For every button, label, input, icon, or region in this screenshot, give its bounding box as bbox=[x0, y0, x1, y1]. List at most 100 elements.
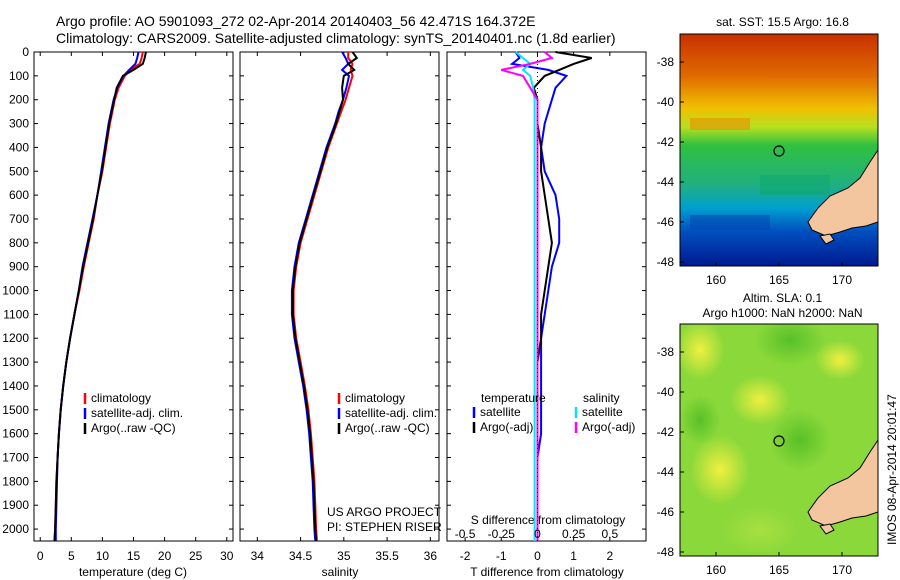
x-tick-label: 30 bbox=[220, 549, 234, 563]
map-lat-label: -42 bbox=[657, 425, 675, 439]
x-tick-label-salinity: 0.25 bbox=[562, 527, 586, 541]
figure-title-line1: Argo profile: AO 5901093_272 02-Apr-2014… bbox=[56, 13, 536, 29]
difference-panel: T difference from climatology S differen… bbox=[446, 51, 647, 579]
depth-tick-label: 1000 bbox=[2, 284, 29, 298]
legend-title-salinity: salinity bbox=[583, 391, 620, 405]
depth-tick-label: 1800 bbox=[2, 474, 29, 488]
series-line bbox=[53, 51, 144, 542]
x-tick-label: 36 bbox=[424, 549, 438, 563]
map-lat-label: -40 bbox=[657, 95, 675, 109]
stewart-island-2 bbox=[819, 523, 835, 535]
x-tick-label: 34 bbox=[251, 549, 265, 563]
salinity-axes-frame bbox=[239, 51, 440, 542]
map-lat-label: -46 bbox=[657, 505, 675, 519]
x-tick-label: -1 bbox=[496, 549, 507, 563]
depth-tick-label: 2000 bbox=[2, 522, 29, 536]
x-tick-label-salinity: 0 bbox=[534, 527, 541, 541]
depth-tick-label: 1600 bbox=[2, 427, 29, 441]
series-line bbox=[532, 51, 593, 541]
x-tick-label-salinity: -0.25 bbox=[488, 527, 516, 541]
figure-title-line2: Climatology: CARS2009. Satellite-adjuste… bbox=[56, 30, 616, 46]
depth-tick-label: 1100 bbox=[3, 307, 29, 321]
depth-tick-label: 100 bbox=[9, 69, 29, 83]
sla-low-2 bbox=[680, 395, 720, 445]
x-tick-label: 35.5 bbox=[375, 549, 399, 563]
x-tick-label: 34.5 bbox=[289, 549, 313, 563]
series-line bbox=[54, 51, 140, 541]
difference-xlabel-salinity: S difference from climatology bbox=[471, 513, 626, 527]
x-tick-label: 1 bbox=[570, 549, 577, 563]
legend-label: climatology bbox=[91, 391, 151, 405]
sla-map-title-1: Altim. SLA: 0.1 bbox=[742, 291, 823, 305]
new-zealand-land-2 bbox=[807, 439, 878, 527]
depth-tick-label: 700 bbox=[9, 212, 29, 226]
legend-label: Argo(-adj) bbox=[480, 420, 533, 434]
map-lat-label: -38 bbox=[657, 55, 675, 69]
x-tick-label: 10 bbox=[96, 549, 110, 563]
depth-tick-label: 300 bbox=[9, 117, 29, 131]
map-lon-label: 160 bbox=[706, 563, 726, 577]
series-line bbox=[290, 51, 351, 542]
map-lon-label: 165 bbox=[769, 273, 789, 287]
x-tick-label-salinity: -0.5 bbox=[455, 527, 476, 541]
sla-high-1 bbox=[680, 324, 725, 380]
legend-title-temperature: temperature bbox=[481, 391, 546, 405]
argo-float-marker bbox=[773, 145, 785, 157]
difference-xlabel: T difference from climatology bbox=[470, 565, 624, 579]
project-annotation-1: US ARGO PROJECT bbox=[327, 505, 442, 519]
map-lon-label: 160 bbox=[706, 273, 726, 287]
legend-label: satellite-adj. clim. bbox=[91, 406, 183, 420]
temperature-panel: temperature (deg C) 01002003004005006007… bbox=[2, 45, 233, 579]
depth-tick-label: 0 bbox=[22, 45, 29, 59]
map-lon-label: 165 bbox=[769, 563, 789, 577]
depth-tick-label: 200 bbox=[9, 93, 29, 107]
argo-float-marker-2 bbox=[773, 435, 785, 447]
sst-cold-patch bbox=[690, 215, 770, 230]
sla-map: -38 -40 -42 -44 -46 -48 160 165 170 bbox=[657, 323, 879, 577]
x-tick-label: 2 bbox=[606, 549, 613, 563]
legend-label: climatology bbox=[345, 391, 405, 405]
project-annotation-2: PI: STEPHEN RISER bbox=[327, 520, 442, 534]
sst-map-title: sat. SST: 15.5 Argo: 16.8 bbox=[716, 15, 849, 29]
depth-tick-label: 1700 bbox=[2, 451, 29, 465]
depth-tick-label: 400 bbox=[9, 140, 29, 154]
series-line bbox=[501, 51, 555, 541]
map-lat-label: -38 bbox=[657, 345, 675, 359]
salinity-panel: salinity US ARGO PROJECT PI: STEPHEN RIS… bbox=[239, 51, 442, 579]
depth-tick-label: 900 bbox=[9, 260, 29, 274]
x-tick-label: 25 bbox=[189, 549, 203, 563]
map-lat-label: -42 bbox=[657, 135, 675, 149]
legend-label: Argo(..raw -QC) bbox=[91, 421, 176, 435]
depth-tick-label: 1500 bbox=[2, 403, 29, 417]
salinity-xlabel: salinity bbox=[322, 565, 359, 579]
map-lat-label: -40 bbox=[657, 385, 675, 399]
sla-low-1 bbox=[755, 324, 825, 365]
map-lat-label: -44 bbox=[657, 175, 675, 189]
legend-label: satellite bbox=[582, 405, 623, 419]
stewart-island bbox=[819, 233, 835, 245]
x-tick-label: 20 bbox=[158, 549, 172, 563]
series-line bbox=[515, 51, 536, 541]
depth-tick-label: 600 bbox=[9, 188, 29, 202]
sla-map-title-2: Argo h1000: NaN h2000: NaN bbox=[702, 306, 863, 320]
sst-map: -38 -40 -42 -44 -46 -48 160 165 170 bbox=[657, 33, 879, 287]
map-lat-label: -46 bbox=[657, 215, 675, 229]
x-tick-label: -2 bbox=[460, 549, 471, 563]
map-lon-label: 170 bbox=[832, 273, 852, 287]
series-line bbox=[509, 51, 569, 541]
difference-axes-frame bbox=[446, 51, 647, 542]
sst-cool-patch bbox=[760, 175, 830, 195]
series-line bbox=[53, 51, 147, 542]
new-zealand-land bbox=[807, 149, 878, 237]
sla-high-3 bbox=[690, 435, 750, 505]
legend-label: satellite-adj. clim. bbox=[345, 406, 437, 420]
x-tick-label-salinity: 0.5 bbox=[601, 527, 618, 541]
sst-field bbox=[680, 34, 878, 266]
x-tick-label: 0 bbox=[534, 549, 541, 563]
depth-tick-label: 1300 bbox=[2, 355, 29, 369]
sla-low-3 bbox=[770, 410, 830, 470]
depth-tick-label: 1200 bbox=[2, 331, 29, 345]
depth-tick-label: 800 bbox=[9, 236, 29, 250]
legend-label: satellite bbox=[480, 405, 521, 419]
